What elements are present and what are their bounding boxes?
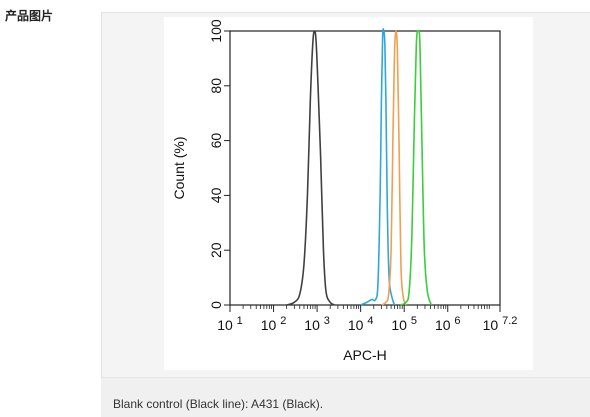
- x-tick-label: 10 4: [348, 315, 374, 333]
- histogram-series-2: [360, 28, 396, 306]
- histogram-series-4: [399, 29, 433, 306]
- plot-frame: [229, 30, 501, 306]
- histogram-series-1: [286, 30, 335, 306]
- x-tick-label: 10 3: [304, 315, 330, 333]
- y-tick-label: 100: [208, 19, 224, 43]
- section-label: 产品图片: [5, 9, 54, 23]
- y-tick-label: 60: [208, 133, 224, 149]
- x-tick-label: 10 5: [391, 315, 417, 333]
- histogram-series-3: [381, 30, 407, 306]
- x-tick-label: 10 2: [261, 315, 287, 333]
- x-tick-label: 10 7.2: [483, 315, 518, 333]
- histogram-chart: 0 20 40 60 80 100 10 1 10 2 10 3 10 4 10 5 10 6 10 7…: [171, 19, 518, 363]
- product-figure: 0 20 40 60 80 100 10 1 10 2 10 3 10 4 10 5 10 6 10 7…: [164, 17, 533, 370]
- caption-bar: Blank control (Black line): A431 (Black)…: [101, 377, 590, 417]
- y-axis-label: Count (%): [171, 136, 187, 199]
- y-tick-label: 20: [208, 242, 224, 258]
- x-axis-label: APC-H: [343, 347, 387, 363]
- x-tick-label: 10 1: [217, 315, 243, 333]
- x-tick-label: 10 6: [435, 315, 461, 333]
- y-tick-label: 80: [208, 78, 224, 94]
- y-tick-label: 40: [208, 187, 224, 203]
- figure-caption: Blank control (Black line): A431 (Black)…: [113, 397, 324, 411]
- y-tick-label: 0: [208, 301, 224, 309]
